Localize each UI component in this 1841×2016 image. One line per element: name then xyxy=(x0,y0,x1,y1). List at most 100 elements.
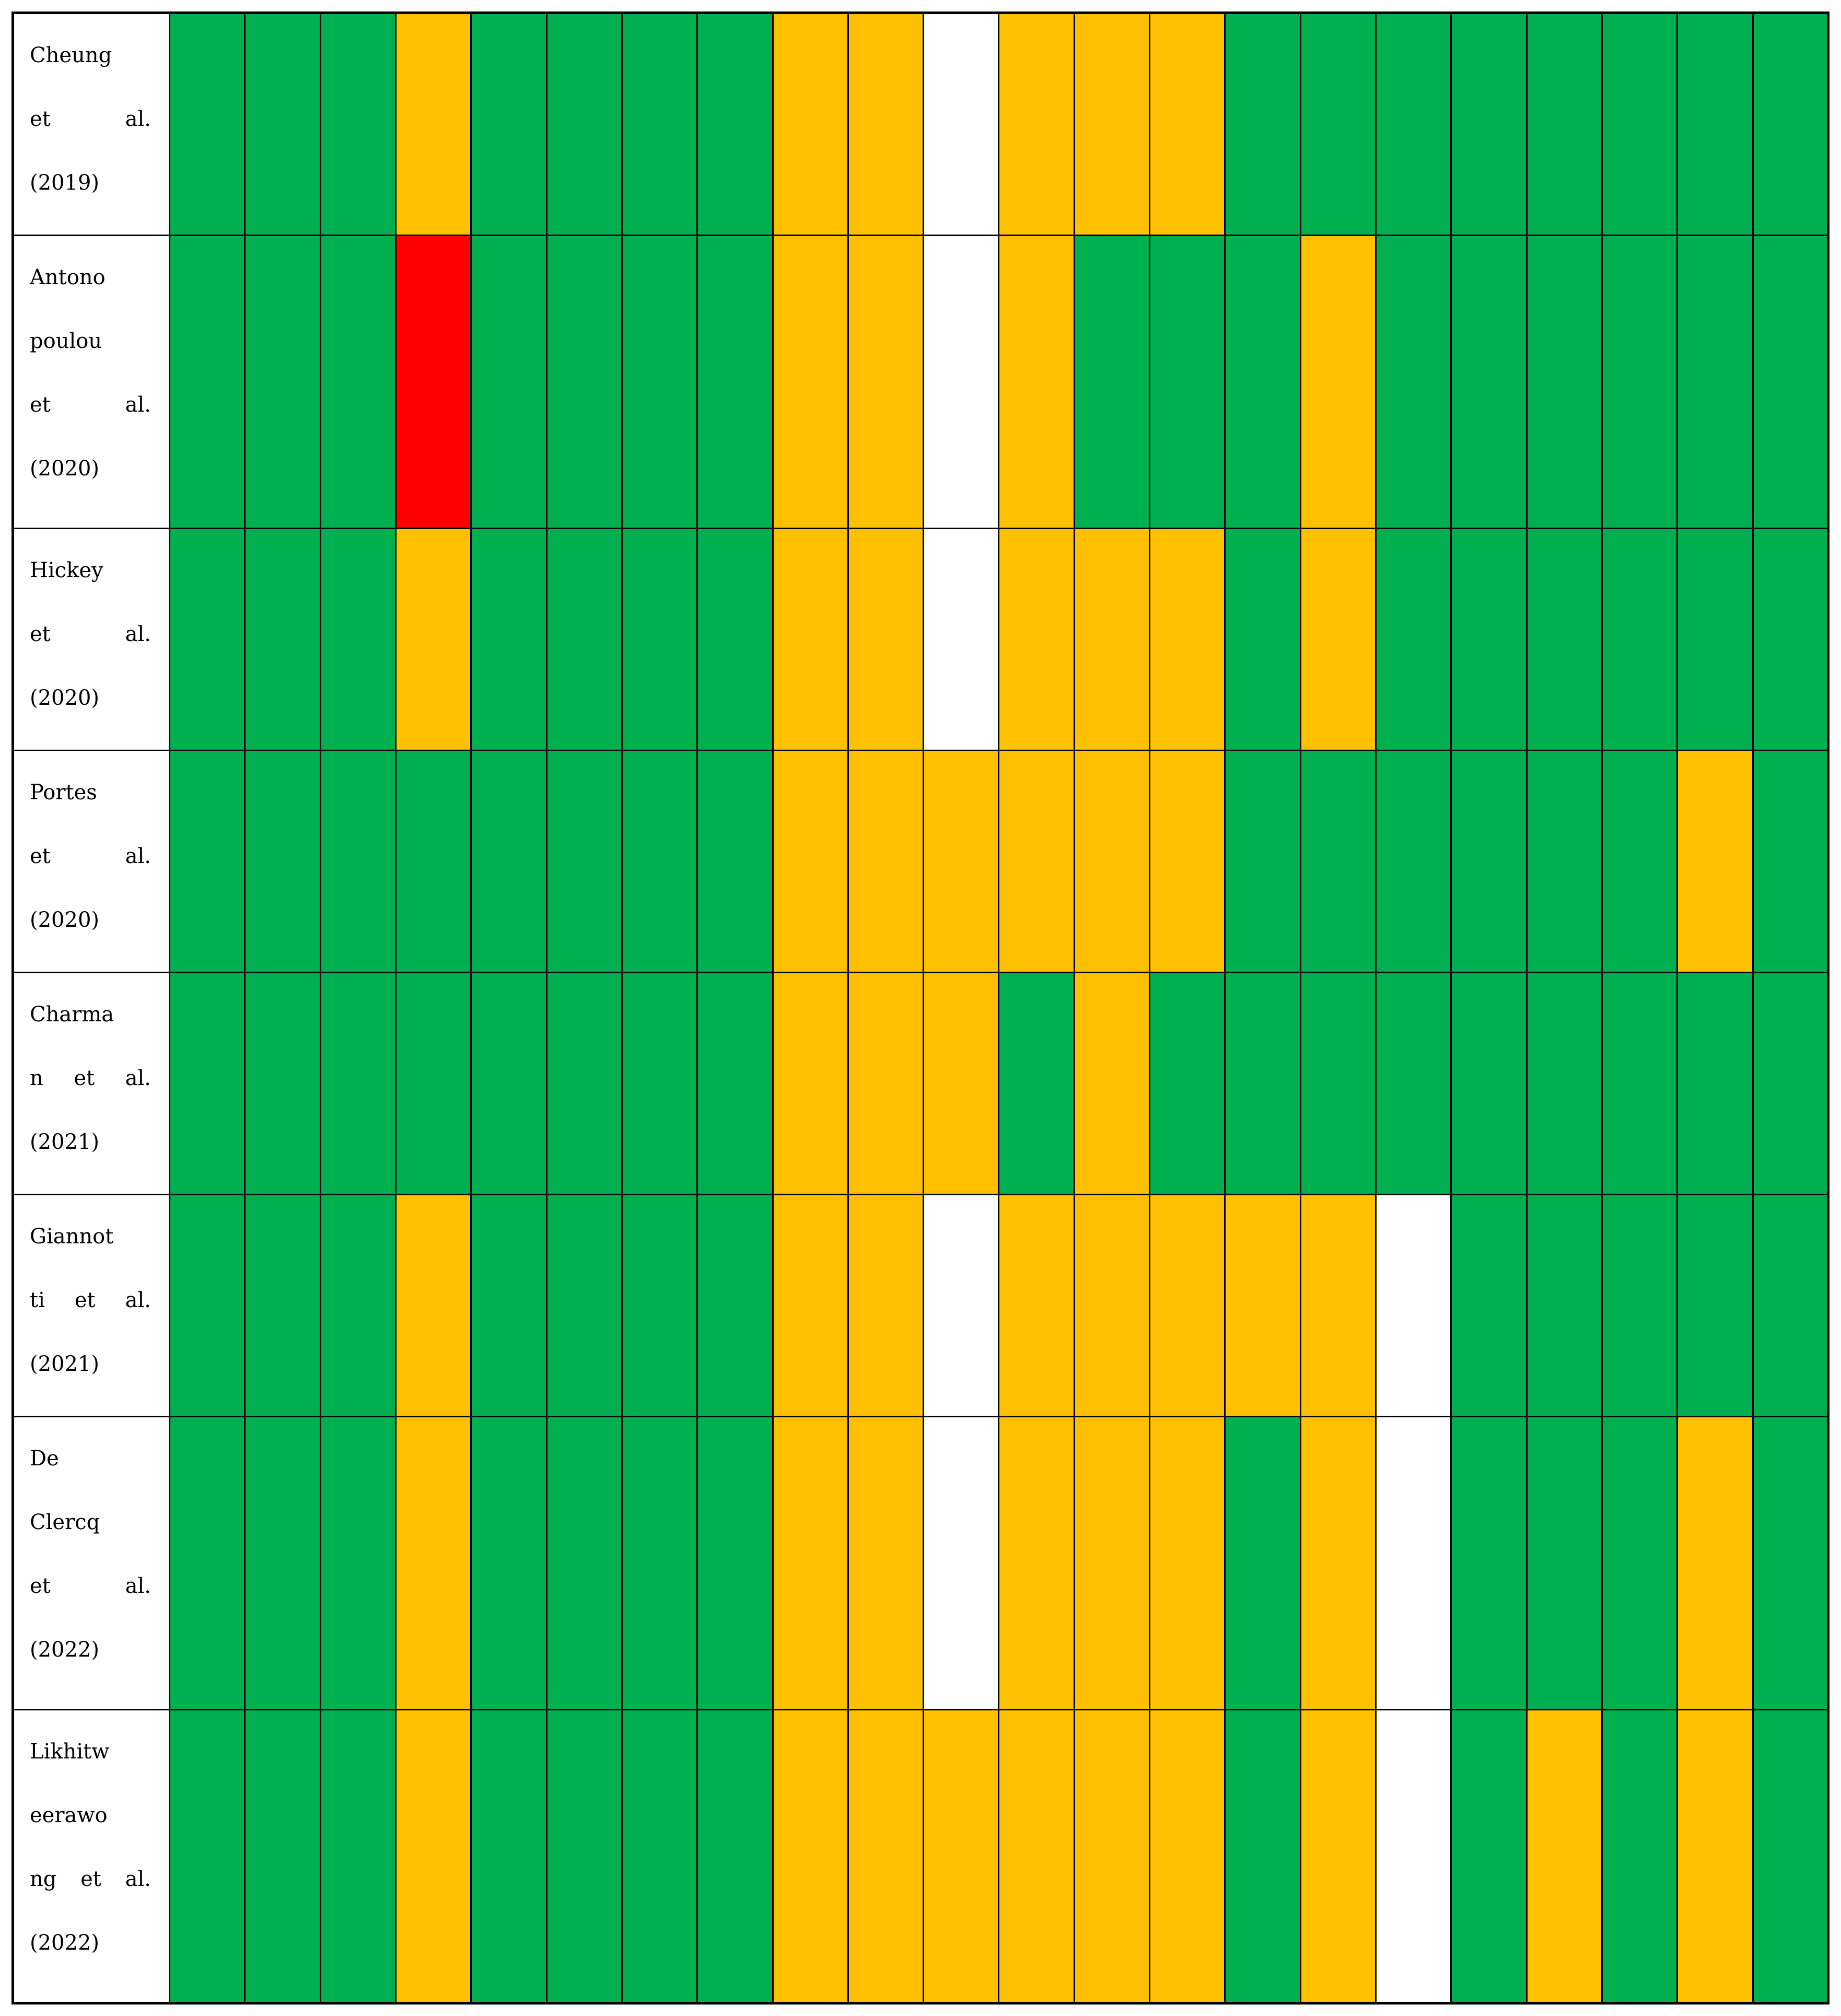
rating-cell xyxy=(1224,528,1301,751)
rating-cell xyxy=(1676,1709,1754,2004)
rating-cell xyxy=(772,235,849,529)
rating-cell xyxy=(923,12,1000,236)
rating-cell xyxy=(168,1709,246,2004)
rating-cell xyxy=(847,1709,925,2004)
rating-cell xyxy=(621,1709,698,2004)
rating-cell xyxy=(772,528,849,751)
rating-cell xyxy=(1601,528,1679,751)
rating-cell xyxy=(1752,528,1830,751)
rating-cell xyxy=(772,1709,849,2004)
rating-cell xyxy=(319,12,397,236)
rating-cell xyxy=(621,750,698,973)
rating-cell xyxy=(1149,750,1226,973)
rating-cell xyxy=(470,528,547,751)
rating-cell xyxy=(696,1709,774,2004)
rating-cell xyxy=(244,1709,321,2004)
rating-cell xyxy=(696,972,774,1195)
rating-cell xyxy=(696,750,774,973)
qa-table-body: Cheung et al. (2019) Antono poulou et al.… xyxy=(12,12,1830,2004)
table-row: Hickey et al. (2020) xyxy=(12,528,1830,751)
rating-cell xyxy=(923,528,1000,751)
rating-cell xyxy=(998,1194,1075,1417)
rating-cell xyxy=(923,972,1000,1195)
rating-cell xyxy=(998,528,1075,751)
rating-cell xyxy=(244,1194,321,1417)
study-label: Hickey et al. (2020) xyxy=(12,528,170,751)
rating-cell xyxy=(319,972,397,1195)
table-row: Antono poulou et al. (2020) xyxy=(12,235,1830,529)
rating-cell xyxy=(847,972,925,1195)
rating-cell xyxy=(1450,1194,1528,1417)
rating-cell xyxy=(1073,528,1151,751)
rating-cell xyxy=(621,528,698,751)
rating-cell xyxy=(1450,528,1528,751)
rating-cell xyxy=(1601,750,1679,973)
study-label: Likhitw eerawo ng et al. (2022) xyxy=(12,1709,170,2004)
rating-cell xyxy=(1299,1194,1377,1417)
rating-cell xyxy=(1752,1194,1830,1417)
rating-cell xyxy=(696,235,774,529)
rating-cell xyxy=(1601,972,1679,1195)
rating-cell xyxy=(168,1416,246,1710)
rating-cell xyxy=(1224,1194,1301,1417)
rating-cell xyxy=(1149,1194,1226,1417)
rating-cell xyxy=(1224,235,1301,529)
table-row: Likhitw eerawo ng et al. (2022) xyxy=(12,1709,1830,2004)
rating-cell xyxy=(545,1194,623,1417)
rating-cell xyxy=(1149,1709,1226,2004)
rating-cell xyxy=(244,12,321,236)
rating-cell xyxy=(168,1194,246,1417)
rating-cell xyxy=(1450,972,1528,1195)
study-label: Portes et al. (2020) xyxy=(12,750,170,973)
rating-cell xyxy=(168,972,246,1195)
rating-cell xyxy=(847,528,925,751)
quality-assessment-table: Cheung et al. (2019) Antono poulou et al.… xyxy=(11,11,1830,2005)
rating-cell xyxy=(1149,235,1226,529)
rating-cell xyxy=(244,528,321,751)
rating-cell xyxy=(1676,12,1754,236)
rating-cell xyxy=(1224,1709,1301,2004)
rating-cell xyxy=(847,750,925,973)
rating-cell xyxy=(1601,1416,1679,1710)
rating-cell xyxy=(470,1194,547,1417)
rating-cell xyxy=(1374,1709,1452,2004)
rating-cell xyxy=(1525,972,1603,1195)
rating-cell xyxy=(998,235,1075,529)
rating-cell xyxy=(1374,750,1452,973)
rating-cell xyxy=(1224,972,1301,1195)
rating-cell xyxy=(1374,1194,1452,1417)
table-row: Giannot ti et al. (2021) xyxy=(12,1194,1830,1417)
rating-cell xyxy=(1601,235,1679,529)
rating-cell xyxy=(1224,12,1301,236)
rating-cell xyxy=(998,1416,1075,1710)
rating-cell xyxy=(998,750,1075,973)
rating-cell xyxy=(394,235,472,529)
rating-cell xyxy=(168,750,246,973)
rating-cell xyxy=(772,1194,849,1417)
study-label: Giannot ti et al. (2021) xyxy=(12,1194,170,1417)
rating-cell xyxy=(168,528,246,751)
rating-cell xyxy=(1299,1416,1377,1710)
rating-cell xyxy=(923,750,1000,973)
rating-cell xyxy=(168,235,246,529)
rating-cell xyxy=(1073,1194,1151,1417)
rating-cell xyxy=(847,235,925,529)
rating-cell xyxy=(696,12,774,236)
rating-cell xyxy=(847,1416,925,1710)
rating-cell xyxy=(1450,750,1528,973)
rating-cell xyxy=(1450,12,1528,236)
rating-cell xyxy=(1299,235,1377,529)
rating-cell xyxy=(1601,12,1679,236)
rating-cell xyxy=(923,1709,1000,2004)
rating-cell xyxy=(1601,1709,1679,2004)
rating-cell xyxy=(1149,972,1226,1195)
rating-cell xyxy=(1525,1194,1603,1417)
rating-cell xyxy=(319,750,397,973)
rating-cell xyxy=(394,1709,472,2004)
study-label: Charma n et al. (2021) xyxy=(12,972,170,1195)
rating-cell xyxy=(1601,1194,1679,1417)
rating-cell xyxy=(1525,235,1603,529)
study-label: Antono poulou et al. (2020) xyxy=(12,235,170,529)
rating-cell xyxy=(1752,1416,1830,1710)
